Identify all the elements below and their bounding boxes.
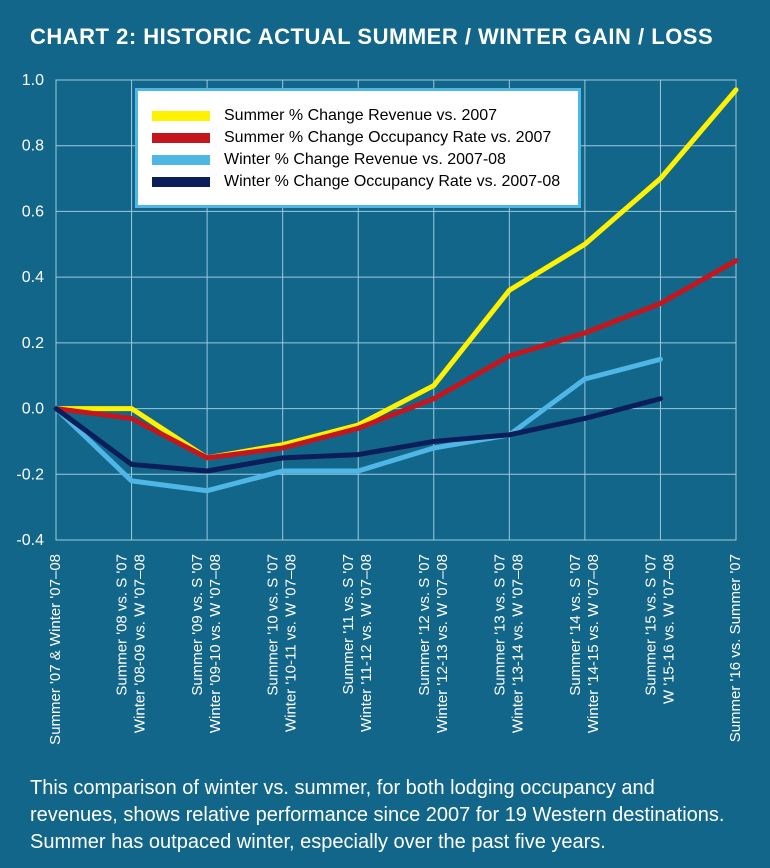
y-axis-tick-label: 0.8 xyxy=(22,138,44,155)
svg-text:Winter '12-13 vs. W '07–08: Winter '12-13 vs. W '07–08 xyxy=(434,554,451,733)
legend-swatch xyxy=(152,177,210,187)
legend-item: Summer % Change Occupancy Rate vs. 2007 xyxy=(152,129,560,147)
svg-text:Summer '09 vs. S '07: Summer '09 vs. S '07 xyxy=(189,554,206,696)
svg-text:Summer '10 vs. S '07: Summer '10 vs. S '07 xyxy=(265,554,282,696)
svg-text:Summer '15 vs. S '07: Summer '15 vs. S '07 xyxy=(642,554,659,696)
legend-label: Winter % Change Occupancy Rate vs. 2007-… xyxy=(224,173,560,191)
x-axis-tick-label: Summer '07 & Winter '07–08 xyxy=(47,554,64,745)
x-axis-tick-label: Summer '12 vs. S '07Winter '12-13 vs. W … xyxy=(416,554,451,733)
legend-item: Summer % Change Revenue vs. 2007 xyxy=(152,107,560,125)
legend-swatch xyxy=(152,155,210,165)
x-axis-tick-label: Summer '15 vs. S '07W '15-16 vs. W '07–0… xyxy=(642,554,677,704)
svg-text:Summer '16 vs. Summer '07: Summer '16 vs. Summer '07 xyxy=(727,554,744,742)
chart-caption: This comparison of winter vs. summer, fo… xyxy=(30,775,740,856)
y-axis-tick-label: 0.6 xyxy=(22,203,44,220)
svg-text:Summer '11 vs. S '07: Summer '11 vs. S '07 xyxy=(340,554,357,695)
legend-label: Summer % Change Revenue vs. 2007 xyxy=(224,107,497,125)
svg-text:Winter '10-11 vs. W '07–08: Winter '10-11 vs. W '07–08 xyxy=(283,554,300,732)
svg-text:Summer '12 vs. S '07: Summer '12 vs. S '07 xyxy=(416,554,433,696)
y-axis-tick-label: 0.4 xyxy=(22,269,44,286)
svg-text:Winter '14-15 vs. W '07–08: Winter '14-15 vs. W '07–08 xyxy=(585,554,602,733)
y-axis-tick-label: 0.2 xyxy=(22,335,44,352)
y-axis-tick-label: -0.2 xyxy=(16,466,44,483)
y-axis-tick-label: 1.0 xyxy=(22,72,44,89)
x-axis-tick-label: Summer '16 vs. Summer '07 xyxy=(727,554,744,742)
chart-legend: Summer % Change Revenue vs. 2007 Summer %… xyxy=(135,88,581,208)
legend-swatch xyxy=(152,111,210,121)
svg-text:Summer '08 vs. S '07: Summer '08 vs. S '07 xyxy=(114,554,131,696)
svg-text:W '15-16 vs. W '07–08: W '15-16 vs. W '07–08 xyxy=(660,554,677,704)
svg-text:Summer '13 vs. S '07: Summer '13 vs. S '07 xyxy=(491,554,508,696)
svg-text:Summer '07 & Winter '07–08: Summer '07 & Winter '07–08 xyxy=(47,554,64,745)
x-axis-tick-label: Summer '09 vs. S '07Winter '09-10 vs. W … xyxy=(189,554,224,733)
x-axis-tick-label: Summer '08 vs. S '07Winter '08-09 vs. W … xyxy=(114,554,149,733)
svg-text:Summer '14 vs. S '07: Summer '14 vs. S '07 xyxy=(567,554,584,696)
x-axis-tick-label: Summer '11 vs. S '07Winter '11-12 vs. W … xyxy=(340,554,375,732)
legend-label: Summer % Change Occupancy Rate vs. 2007 xyxy=(224,129,551,147)
y-axis-tick-label: 0.0 xyxy=(22,401,44,418)
svg-text:Winter '09-10 vs. W '07–08: Winter '09-10 vs. W '07–08 xyxy=(207,554,224,733)
x-axis-tick-label: Summer '14 vs. S '07Winter '14-15 vs. W … xyxy=(567,554,602,733)
legend-swatch xyxy=(152,133,210,143)
svg-text:Winter '11-12 vs. W '07–08: Winter '11-12 vs. W '07–08 xyxy=(358,554,375,732)
svg-text:Winter '08-09 vs. W '07–08: Winter '08-09 vs. W '07–08 xyxy=(132,554,149,733)
svg-text:Winter '13-14 vs. W '07–08: Winter '13-14 vs. W '07–08 xyxy=(509,554,526,733)
legend-item: Winter % Change Revenue vs. 2007-08 xyxy=(152,151,560,169)
x-axis-tick-label: Summer '10 vs. S '07Winter '10-11 vs. W … xyxy=(265,554,300,732)
y-axis-tick-label: -0.4 xyxy=(16,532,44,549)
x-axis-tick-label: Summer '13 vs. S '07Winter '13-14 vs. W … xyxy=(491,554,526,733)
legend-label: Winter % Change Revenue vs. 2007-08 xyxy=(224,151,506,169)
legend-item: Winter % Change Occupancy Rate vs. 2007-… xyxy=(152,173,560,191)
